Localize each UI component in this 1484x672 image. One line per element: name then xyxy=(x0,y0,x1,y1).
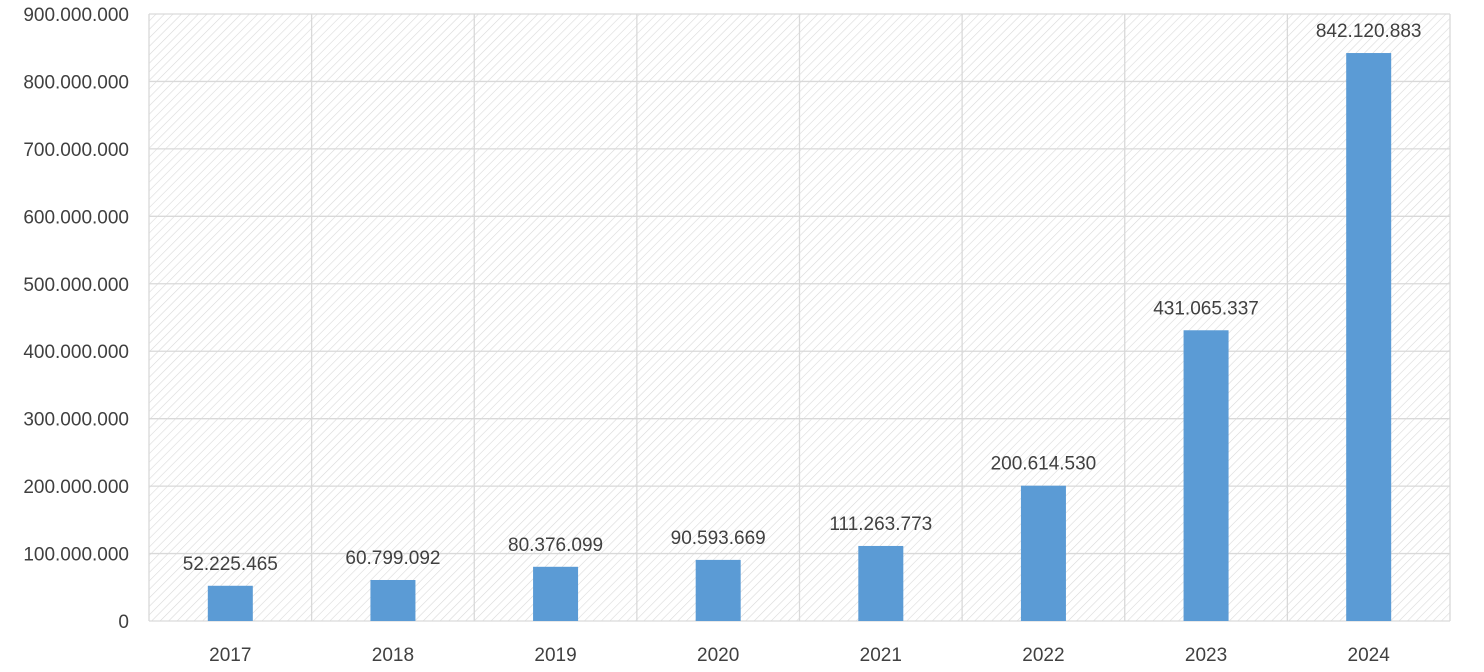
data-label: 431.065.337 xyxy=(1153,298,1259,319)
y-tick-label: 100.000.000 xyxy=(23,545,129,566)
y-tick-label: 900.000.000 xyxy=(23,5,129,26)
data-label: 80.376.099 xyxy=(508,535,603,556)
data-label: 52.225.465 xyxy=(183,554,278,575)
data-label: 111.263.773 xyxy=(829,514,932,535)
x-axis-tick-labels: 2017 2018 2019 2020 2021 2022 2023 2024 xyxy=(209,645,1390,666)
bar xyxy=(1346,53,1392,621)
data-label: 60.799.092 xyxy=(345,548,440,569)
x-tick-label: 2021 xyxy=(860,645,902,666)
data-label: 842.120.883 xyxy=(1316,21,1422,42)
bar xyxy=(533,566,579,621)
y-tick-label: 300.000.000 xyxy=(23,410,129,431)
y-tick-label: 700.000.000 xyxy=(23,140,129,161)
bar xyxy=(370,579,416,621)
y-axis-tick-labels: 0 100.000.000 200.000.000 300.000.000 400.00… xyxy=(23,5,129,633)
y-tick-label: 200.000.000 xyxy=(23,477,129,498)
data-labels: 52.225.465 60.799.092 80.376.099 90.593.669… xyxy=(183,21,1422,575)
x-tick-label: 2017 xyxy=(209,645,251,666)
y-tick-label: 600.000.000 xyxy=(23,207,129,228)
bar xyxy=(1020,485,1066,621)
x-tick-label: 2024 xyxy=(1348,645,1391,666)
data-label: 200.614.530 xyxy=(991,454,1097,475)
data-label: 90.593.669 xyxy=(671,528,766,549)
y-tick-label: 800.000.000 xyxy=(23,72,129,93)
y-tick-label: 0 xyxy=(118,612,129,633)
y-tick-label: 400.000.000 xyxy=(23,342,129,363)
bars xyxy=(207,53,1392,621)
y-tick-label: 500.000.000 xyxy=(23,275,129,296)
bar xyxy=(1183,330,1229,621)
x-tick-label: 2020 xyxy=(697,645,739,666)
x-tick-label: 2018 xyxy=(372,645,414,666)
gridlines xyxy=(148,13,1451,622)
bar xyxy=(207,585,253,621)
x-tick-label: 2022 xyxy=(1022,645,1064,666)
bar xyxy=(858,545,904,621)
bar xyxy=(695,559,741,621)
x-tick-label: 2023 xyxy=(1185,645,1227,666)
x-tick-label: 2019 xyxy=(534,645,576,666)
